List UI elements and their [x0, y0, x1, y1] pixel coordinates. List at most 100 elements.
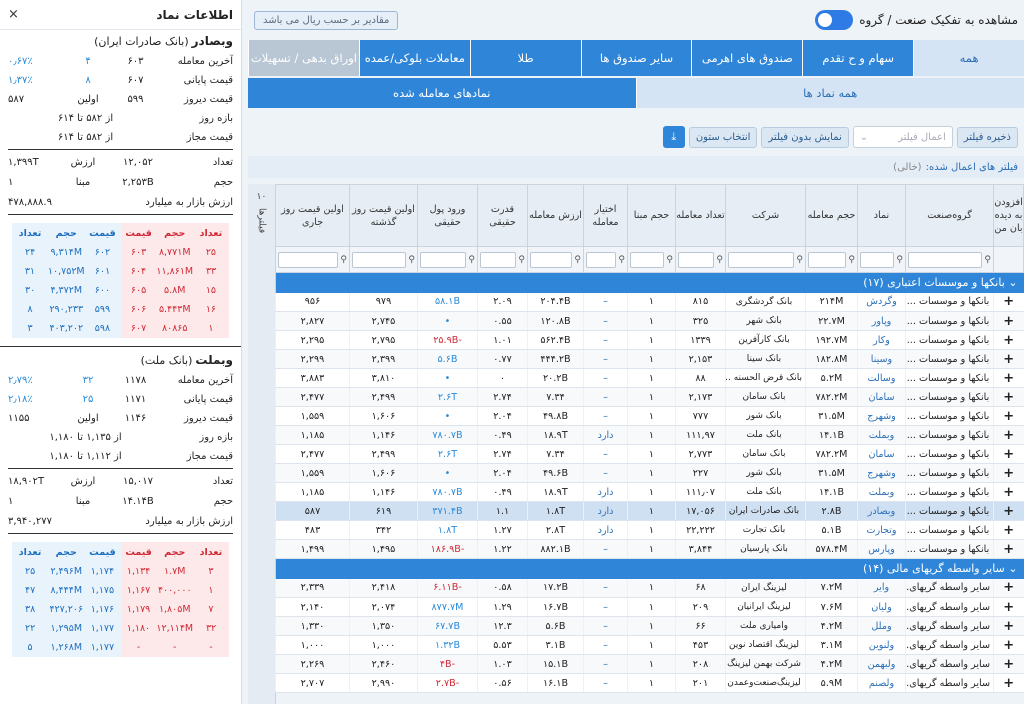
cell-sym[interactable]: ولصنم — [857, 673, 906, 693]
order-book-buy-row[interactable]: ۳۸ ۴۲۷,۲۰۶ ۱,۱۷۶ — [12, 600, 121, 619]
filters-side-tab[interactable]: ۱۰ فیلترها — [248, 184, 276, 704]
add-to-watchlist-icon[interactable]: + — [993, 368, 1024, 388]
cell-sym[interactable]: سامان — [857, 444, 906, 464]
tab-6[interactable]: معاملات بلوکی/عمده — [358, 40, 470, 76]
filter-icon[interactable]: ⚲ — [666, 254, 673, 265]
table-row[interactable]: + بانکها و موسسات ... وشهرج ۳۱.۵M بانک شور ۲۲… — [275, 463, 1024, 483]
add-to-watchlist-icon[interactable]: + — [993, 292, 1024, 312]
cell-sym[interactable]: وبملت — [857, 482, 906, 502]
filter-icon[interactable]: ⚲ — [518, 254, 525, 265]
add-to-watchlist-icon[interactable]: + — [993, 425, 1024, 445]
table-row[interactable]: + بانکها و موسسات ... وبملت ۱۴.۱B بانک ملت ۱۱… — [275, 482, 1024, 502]
order-book-sell-row[interactable]: ۱,۱۳۴ ۱.۷M ۳ — [121, 562, 230, 581]
cell-sym[interactable]: وتجارت — [857, 520, 906, 540]
table-row[interactable]: + سایر واسطه گریهای... ولیان ۷.۶M لیزینگ ایر… — [275, 597, 1024, 617]
cell-sym[interactable]: وشهرج — [857, 463, 906, 483]
column-header[interactable]: اختیار معامله — [583, 184, 628, 247]
order-book-sell-row[interactable]: ۶۰۴ ۱۱,۸۶۱M ۳۳ — [121, 262, 230, 281]
tab-3[interactable]: صندوق های اهرمی — [691, 40, 803, 76]
subtab-2[interactable]: نمادهای معامله شده — [248, 78, 636, 108]
filter-icon[interactable]: ⚲ — [618, 254, 625, 265]
column-header[interactable]: اولین قیمت روز جاری — [275, 184, 350, 247]
add-to-watchlist-icon[interactable]: + — [993, 330, 1024, 350]
order-book-sell-row[interactable]: ۱,۱۸۰ ۱۲,۱۱۴M ۳۲ — [121, 619, 230, 638]
cell-sym[interactable]: سامان — [857, 387, 906, 407]
cell-sym[interactable]: وپاور — [857, 311, 906, 331]
filter-icon[interactable]: ⚲ — [468, 254, 475, 265]
tab-4[interactable]: سایر صندوق ها — [580, 40, 692, 76]
tab-1[interactable]: همه — [913, 40, 1024, 76]
filter-icon[interactable]: ⚲ — [408, 254, 415, 265]
table-row[interactable]: + بانکها و موسسات ... وگردش ۲۱۴M بانک گردشگر… — [275, 292, 1024, 312]
cell-sym[interactable]: وسینا — [857, 349, 906, 369]
add-to-watchlist-icon[interactable]: + — [993, 501, 1024, 521]
cell-sym[interactable]: ولنوین — [857, 635, 906, 655]
table-row[interactable]: + بانکها و موسسات ... سامان ۷۸۲.۲M بانک ساما… — [275, 444, 1024, 464]
choose-columns-button[interactable]: انتخاب ستون — [688, 126, 758, 148]
cell-sym[interactable]: ولیان — [857, 597, 906, 617]
order-book-buy-row[interactable]: ۸ ۲۹۰,۲۳۳ ۵۹۹ — [12, 300, 121, 319]
filter-input[interactable] — [908, 251, 983, 268]
order-book-sell-row[interactable]: ۶۰۶ ۵.۴۴۳M ۱۶ — [121, 300, 230, 319]
subtab-1[interactable]: همه نماد ها — [635, 78, 1024, 108]
order-book-buy-row[interactable]: ۲۴ ۹,۳۱۴M ۶۰۲ — [12, 243, 121, 262]
filter-input[interactable] — [352, 251, 407, 268]
apply-filter-select[interactable]: اعمال فیلتر ⌄ — [852, 126, 953, 148]
table-row[interactable]: + سایر واسطه گریهای... ولنوین ۳.۱M لیزینگ اق… — [275, 635, 1024, 655]
cell-sym[interactable]: وبصادر — [857, 501, 906, 521]
order-book-buy-row[interactable]: ۵ ۱,۲۶۸M ۱,۱۷۷ — [12, 638, 121, 657]
tab-7[interactable]: اوراق بدهی / تسهیلات — [247, 40, 359, 76]
filter-input[interactable] — [278, 251, 339, 268]
filter-icon[interactable]: ⚲ — [848, 254, 855, 265]
column-header[interactable]: ورود پول حقیقی — [417, 184, 478, 247]
tab-5[interactable]: طلا — [469, 40, 581, 76]
table-row[interactable]: + بانکها و موسسات ... وکار ۱۹۲.۷M بانک کارآف… — [275, 330, 1024, 350]
chevron-down-icon[interactable]: ⌄ — [1004, 562, 1018, 576]
cell-sym[interactable]: وسالت — [857, 368, 906, 388]
download-icon[interactable]: ⤓ — [662, 126, 685, 148]
table-row[interactable]: + سایر واسطه گریهای... وملل ۴.۲M وامیاری ملت… — [275, 616, 1024, 636]
table-row[interactable]: + بانکها و موسسات ... وسینا ۱۸۲.۸M بانک سینا… — [275, 349, 1024, 369]
group-row[interactable]: ⌄ بانکها و موسسات اعتباری (۱۷) — [275, 272, 1024, 293]
table-row[interactable]: + سایر واسطه گریهای... ولصنم ۵.۹M لیزینگ‌صنع… — [275, 673, 1024, 693]
filter-input[interactable] — [630, 251, 665, 268]
add-to-watchlist-icon[interactable]: + — [993, 578, 1024, 598]
order-book-sell-row[interactable]: ۶۰۳ ۸,۷۷۱M ۲۵ — [121, 243, 230, 262]
group-row[interactable]: ⌄ سایر واسطه گریهای مالی (۱۴) — [275, 558, 1024, 579]
column-header[interactable]: اولین قیمت روز گذشته — [349, 184, 418, 247]
column-header[interactable]: ارزش معامله — [527, 184, 584, 247]
filter-input[interactable] — [420, 251, 467, 268]
filter-input[interactable] — [860, 251, 895, 268]
order-book-buy-row[interactable]: ۳ ۴۰۳,۲۰۲ ۵۹۸ — [12, 319, 121, 338]
order-book-buy-row[interactable]: ۳۱ ۱۰,۷۵۲M ۶۰۱ — [12, 262, 121, 281]
tab-2[interactable]: سهام و ح تقدم — [802, 40, 914, 76]
cell-sym[interactable]: وپارس — [857, 539, 906, 559]
table-row[interactable]: + بانکها و موسسات ... وبصادر ۲.۸B بانک صادرا… — [275, 501, 1024, 521]
cell-sym[interactable]: وشهرج — [857, 406, 906, 426]
cell-sym[interactable]: ولبهمن — [857, 654, 906, 674]
cell-sym[interactable]: وملل — [857, 616, 906, 636]
order-book-sell-row[interactable]: --- — [121, 638, 230, 657]
table-row[interactable]: + بانکها و موسسات ... وپارس ۵۷۸.۴M بانک پارس… — [275, 539, 1024, 559]
order-book-buy-row[interactable]: ۴۷ ۸,۴۴۴M ۱,۱۷۵ — [12, 581, 121, 600]
close-icon[interactable]: × — [8, 7, 19, 22]
filter-input[interactable] — [530, 251, 573, 268]
order-book-buy-row[interactable]: ۳۰ ۴,۳۷۲M ۶۰۰ — [12, 281, 121, 300]
add-to-watchlist-icon[interactable]: + — [993, 597, 1024, 617]
filter-icon[interactable]: ⚲ — [796, 254, 803, 265]
column-header[interactable]: حجم معامله — [805, 184, 858, 247]
table-row[interactable]: + بانکها و موسسات ... وپاور ۲۲.۷M بانک شهر ۳۲… — [275, 311, 1024, 331]
filter-icon[interactable]: ⚲ — [340, 254, 347, 265]
filter-input[interactable] — [678, 251, 715, 268]
column-header[interactable]: شرکت — [725, 184, 806, 247]
cell-sym[interactable]: وکار — [857, 330, 906, 350]
add-to-watchlist-icon[interactable]: + — [993, 406, 1024, 426]
table-row[interactable]: + بانکها و موسسات ... سامان ۷۸۲.۲M بانک ساما… — [275, 387, 1024, 407]
order-book-buy-row[interactable]: ۲۵ ۲,۴۹۶M ۱,۱۷۴ — [12, 562, 121, 581]
symbol-name[interactable]: وبملت — [195, 353, 233, 367]
table-row[interactable]: + بانکها و موسسات ... وتجارت ۵.۱B بانک تجارت… — [275, 520, 1024, 540]
filter-input[interactable] — [586, 251, 617, 268]
column-header[interactable]: افزودن به دیده بان من — [993, 184, 1024, 247]
column-header[interactable]: حجم مبنا — [627, 184, 676, 247]
order-book-sell-row[interactable]: ۱,۱۷۹ ۱,۸۰۵M ۷ — [121, 600, 230, 619]
